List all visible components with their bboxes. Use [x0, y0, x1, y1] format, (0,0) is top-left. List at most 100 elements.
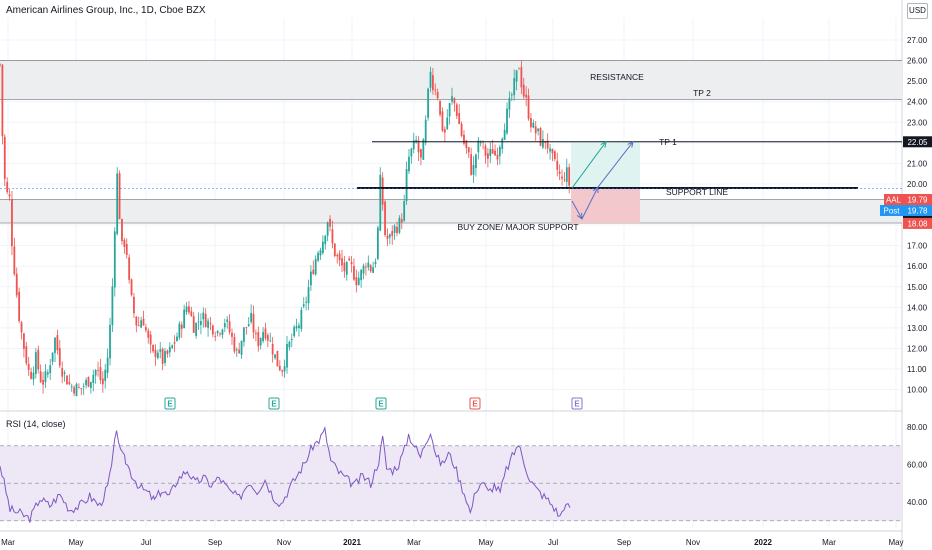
candle-body	[508, 98, 511, 110]
candle-body	[271, 344, 274, 355]
candle-body	[140, 320, 143, 328]
candle-body	[66, 375, 68, 385]
candle-body	[152, 345, 154, 352]
resistance-label: RESISTANCE	[590, 72, 644, 82]
candle-body	[101, 378, 104, 385]
candle-body	[257, 331, 260, 347]
candle-body	[154, 349, 157, 357]
candle-body	[118, 173, 121, 220]
candle-body	[27, 363, 30, 370]
time-tick-8: Jul	[548, 538, 558, 547]
candle-body	[61, 368, 64, 377]
time-tick-4: Nov	[277, 538, 291, 547]
candle-body	[176, 336, 178, 341]
candle-body	[199, 321, 202, 326]
chart-title: American Airlines Group, Inc., 1D, Cboe …	[6, 5, 206, 16]
candle-body	[18, 291, 21, 322]
candle-body	[262, 331, 264, 342]
candle-body	[116, 173, 119, 235]
candle-body	[278, 365, 281, 371]
candle-body	[113, 231, 116, 288]
candle-body	[92, 374, 95, 383]
candle-body	[460, 123, 463, 136]
candle-body	[298, 325, 300, 328]
candle-body	[310, 271, 312, 286]
candle-body	[391, 231, 394, 236]
tag-label-4: 18.08	[907, 219, 928, 228]
price-axis[interactable]: 27.0026.0025.0024.0023.0022.0021.0020.00…	[907, 36, 928, 507]
buy-zone-label: BUY ZONE/ MAJOR SUPPORT	[457, 222, 578, 232]
candle-body	[185, 306, 188, 313]
candle-body	[240, 340, 243, 355]
candle-body	[3, 136, 6, 179]
arrow-target-1	[571, 141, 607, 189]
candle-body	[429, 71, 432, 88]
price-tick-1: 26.00	[907, 57, 928, 66]
candle-body	[420, 149, 422, 158]
candle-body	[25, 346, 28, 364]
candle-body	[451, 96, 453, 102]
candle-body	[417, 140, 420, 153]
candle-body	[8, 194, 11, 197]
candle-body	[558, 171, 561, 174]
candle-body	[135, 316, 138, 326]
candle-body	[362, 265, 365, 274]
candle-body	[97, 370, 99, 371]
time-tick-13: May	[888, 538, 903, 547]
candle-body	[546, 140, 549, 149]
candle-body	[479, 142, 482, 144]
candle-body	[396, 226, 398, 234]
currency-button[interactable]: USD	[907, 3, 928, 19]
candle-body	[259, 338, 262, 346]
candle-body	[563, 179, 566, 181]
candle-body	[252, 313, 255, 333]
candle-body	[338, 253, 341, 261]
candle-body	[293, 326, 296, 337]
candle-body	[288, 341, 291, 348]
candle-body	[405, 169, 408, 202]
price-tick-3: 24.00	[907, 98, 928, 107]
candle-body	[209, 323, 212, 325]
candle-body	[211, 325, 214, 335]
candle-body	[73, 387, 76, 394]
candle-body	[329, 218, 331, 227]
candle-body	[553, 151, 556, 160]
candle-body	[448, 103, 451, 117]
candle-body	[379, 174, 382, 231]
candle-body	[233, 336, 236, 352]
candle-body	[515, 70, 518, 82]
candle-body	[486, 153, 489, 159]
price-tick-7: 20.00	[907, 180, 928, 189]
time-axis[interactable]: Mar May Jul Sep Nov 2021 Mar May Jul Sep Nov 2022 Ma…	[1, 538, 903, 547]
price-tick-0: 27.00	[907, 36, 928, 45]
candle-body	[192, 316, 195, 333]
candle-body	[250, 312, 253, 323]
candle-body	[372, 267, 374, 273]
price-tick-15: 12.00	[907, 344, 928, 353]
candle-body	[109, 324, 111, 359]
earnings-label-3: E	[472, 400, 478, 409]
candle-body	[343, 262, 346, 272]
earnings-marker-4	[571, 397, 583, 410]
candle-body	[398, 217, 401, 233]
candle-body	[357, 277, 360, 285]
time-tick-0: Mar	[1, 538, 15, 547]
candle-body	[44, 371, 47, 383]
earnings-label-1: E	[271, 400, 277, 409]
tp2-label: TP 2	[693, 88, 711, 98]
time-tick-2: Jul	[141, 538, 151, 547]
price-tick-17: 10.00	[907, 386, 928, 395]
price-tick-10: 17.00	[907, 242, 928, 251]
candle-body	[6, 181, 9, 192]
price-tick-14: 13.00	[907, 324, 928, 333]
price-tick-11: 16.00	[907, 262, 928, 271]
candles	[0, 60, 571, 397]
time-tick-6: Mar	[407, 538, 421, 547]
candle-body	[68, 382, 71, 385]
candle-body	[274, 354, 276, 359]
candle-body	[15, 273, 18, 296]
candle-body	[70, 386, 73, 388]
candle-body	[518, 68, 520, 70]
